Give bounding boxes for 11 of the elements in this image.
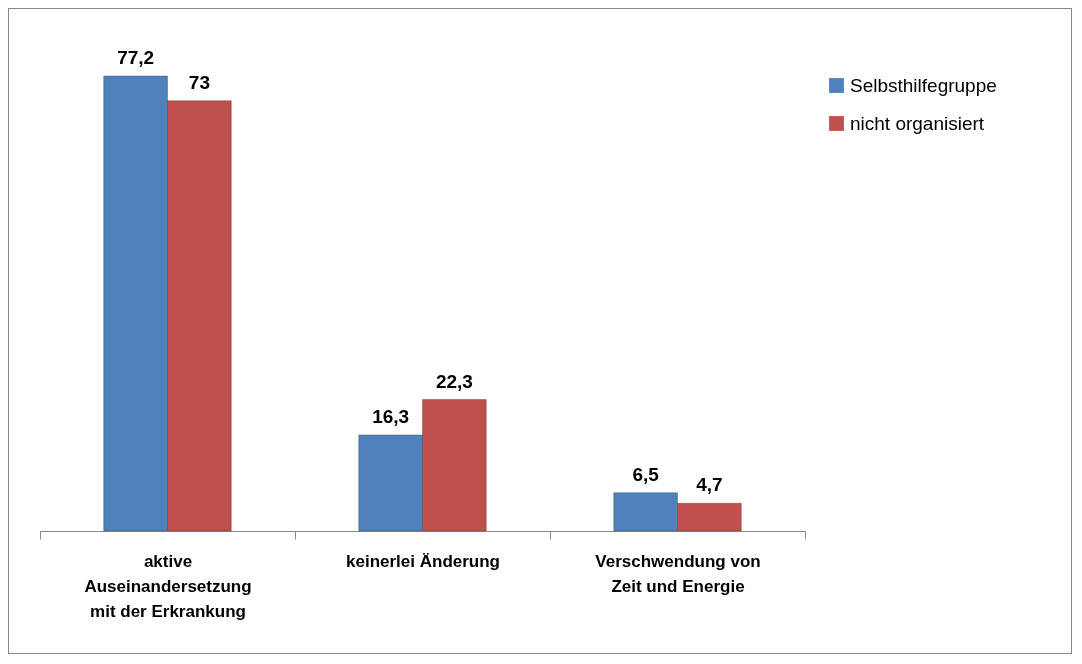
data-label: 16,3 xyxy=(372,405,410,427)
data-label: 22,3 xyxy=(435,370,473,392)
data-label: 73 xyxy=(188,71,210,93)
x-tick-label: keinerlei Änderung xyxy=(346,551,500,571)
legend-label: Selbsthilfegruppe xyxy=(850,74,997,96)
x-tick-label: aktive Auseinandersetzung mit der Erkrankung xyxy=(84,551,252,621)
data-label: 4,7 xyxy=(696,474,723,496)
data-label: 77,2 xyxy=(117,47,155,68)
data-label: 6,5 xyxy=(632,463,660,485)
x-tick-label: Verschwendung von Zeit und Energie xyxy=(595,551,761,596)
legend-label: nicht organisiert xyxy=(850,112,985,134)
